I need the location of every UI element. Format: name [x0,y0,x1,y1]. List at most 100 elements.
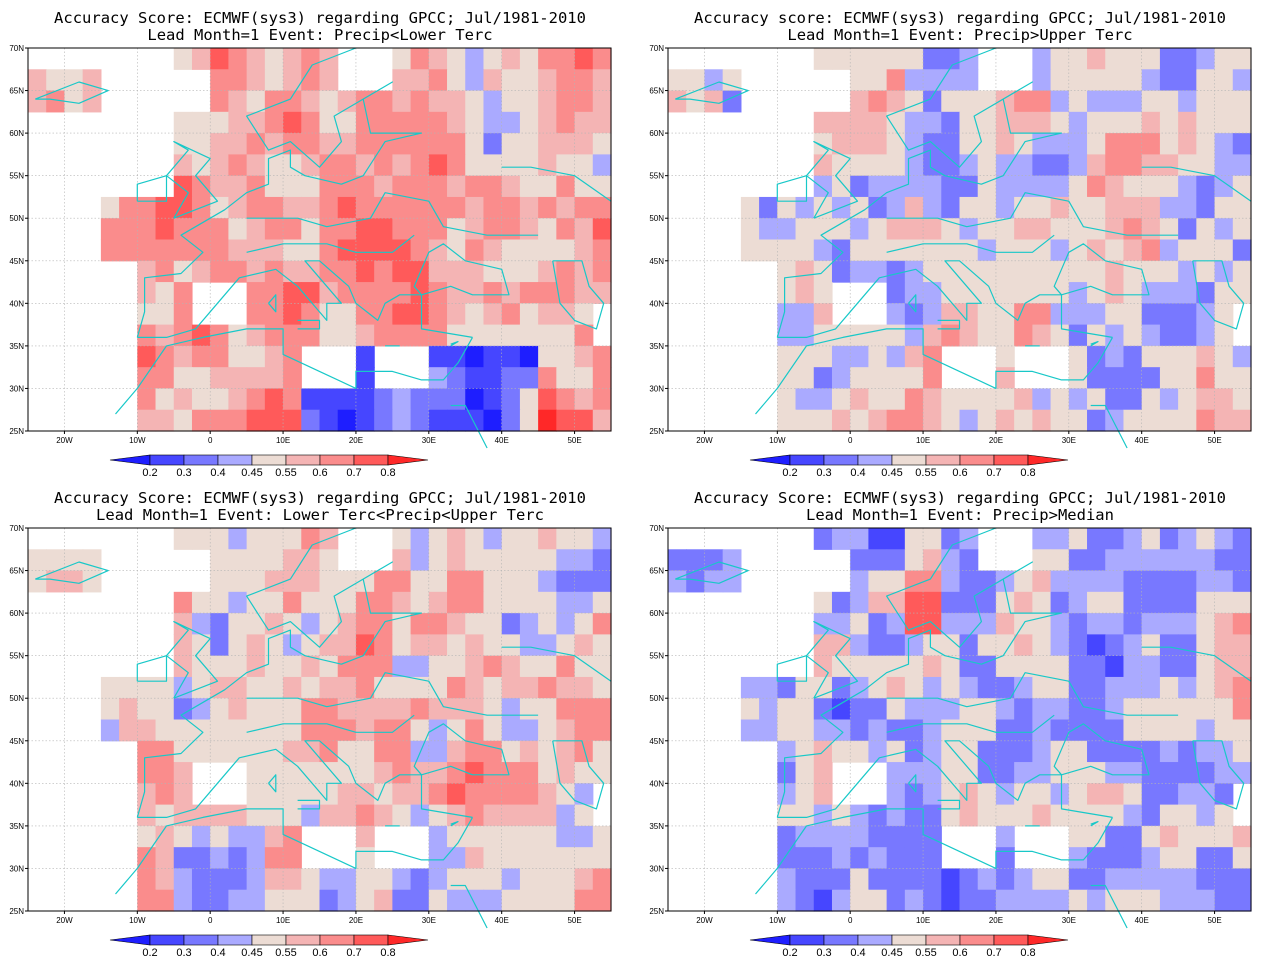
field-cell [264,260,284,283]
field-cell [1214,218,1234,241]
field-cell [959,409,979,432]
field-cell [1214,528,1234,550]
field-cell [82,570,102,593]
field-cell [246,218,266,241]
field-cell [1050,719,1070,742]
field-cell [886,218,906,241]
field-cell [392,591,412,614]
field-cell [995,783,1015,806]
field-cell [301,239,321,262]
field-cell [1178,409,1197,432]
field-cell [850,260,870,283]
field-cell [1123,133,1143,155]
field-cell [959,740,979,763]
field-cell [1196,847,1216,870]
field-cell [1141,528,1161,550]
field-cell [264,69,284,92]
field-cell [447,154,466,177]
field-cell [1105,196,1125,219]
y-tick-label: 70N [9,524,24,533]
field-cell [1050,69,1070,92]
field-cell [355,239,375,262]
x-tick-label: 40E [495,916,509,925]
field-cell [1214,69,1234,92]
field-cell [831,324,851,347]
field-cell [868,698,888,721]
chart-panel-middle-terc: Accuracy Score: ECMWF(sys3) regarding GP… [0,480,640,960]
field-cell [1123,549,1143,572]
field-cell [722,549,742,572]
field-cell [668,90,687,113]
coastline [137,740,473,818]
field-cell [410,804,430,827]
field-cell [1032,889,1052,912]
field-cell [355,613,375,635]
y-tick-label: 40N [9,779,24,788]
field-cell [1068,196,1088,219]
field-cell [574,698,594,721]
field-cell [428,388,448,411]
field-cell [392,388,412,411]
colorbar-label: 0.2 [142,947,157,959]
field-cell [904,549,924,572]
field-cell [868,868,888,891]
field-cell [283,239,302,262]
field-cell [428,345,448,368]
x-tick-label: 30E [422,916,436,925]
field-cell [64,90,84,113]
field-cell [886,69,906,92]
field-cell [868,133,888,155]
field-cell [301,804,321,827]
y-tick-label: 65N [9,87,24,96]
field-cell [465,698,485,721]
field-cell [886,133,906,155]
field-cell [886,591,906,614]
field-cell [1159,591,1179,614]
field-cell [592,528,612,550]
field-cell [592,111,612,134]
field-cell [831,175,851,198]
field-cell [1105,804,1125,827]
field-cell [995,388,1015,411]
field-cell [574,570,594,593]
field-cell [538,133,557,155]
field-cell [447,570,466,593]
field-cell [777,324,797,347]
field-cell [904,740,924,763]
field-cell [1196,133,1216,155]
field-cell [1014,175,1033,198]
field-cell [1087,196,1106,219]
field-cell [813,218,833,241]
y-tick-label: 25N [649,907,664,916]
field-cell [1141,591,1161,614]
field-cell [374,655,393,678]
x-tick-label: 50E [567,916,581,925]
field-cell [904,48,924,70]
field-cell [886,260,906,283]
grid-lines [668,528,1251,911]
field-cell [777,303,797,326]
field-cell [1178,868,1197,891]
field-cell [1141,762,1161,784]
field-cell [1068,655,1088,678]
field-cell [465,825,485,848]
coastline [1090,404,1128,449]
field-cell [1105,634,1125,657]
field-cell [173,367,193,390]
field-cell [337,740,357,763]
field-cell [831,889,851,912]
colorbar-arrow-high [387,934,429,946]
field-cell [483,409,503,432]
field-cell [813,154,833,177]
field-cell [1050,239,1070,262]
field-cell [173,388,193,411]
field-cell [465,48,485,70]
field-cell [1087,154,1106,177]
field-cell [465,324,485,347]
field-cell [319,762,339,784]
field-cell [1214,111,1234,134]
colorbar-label: 0.55 [275,467,296,479]
field-cell [831,613,851,635]
field-cell [519,133,539,155]
field-cell [1014,634,1033,657]
